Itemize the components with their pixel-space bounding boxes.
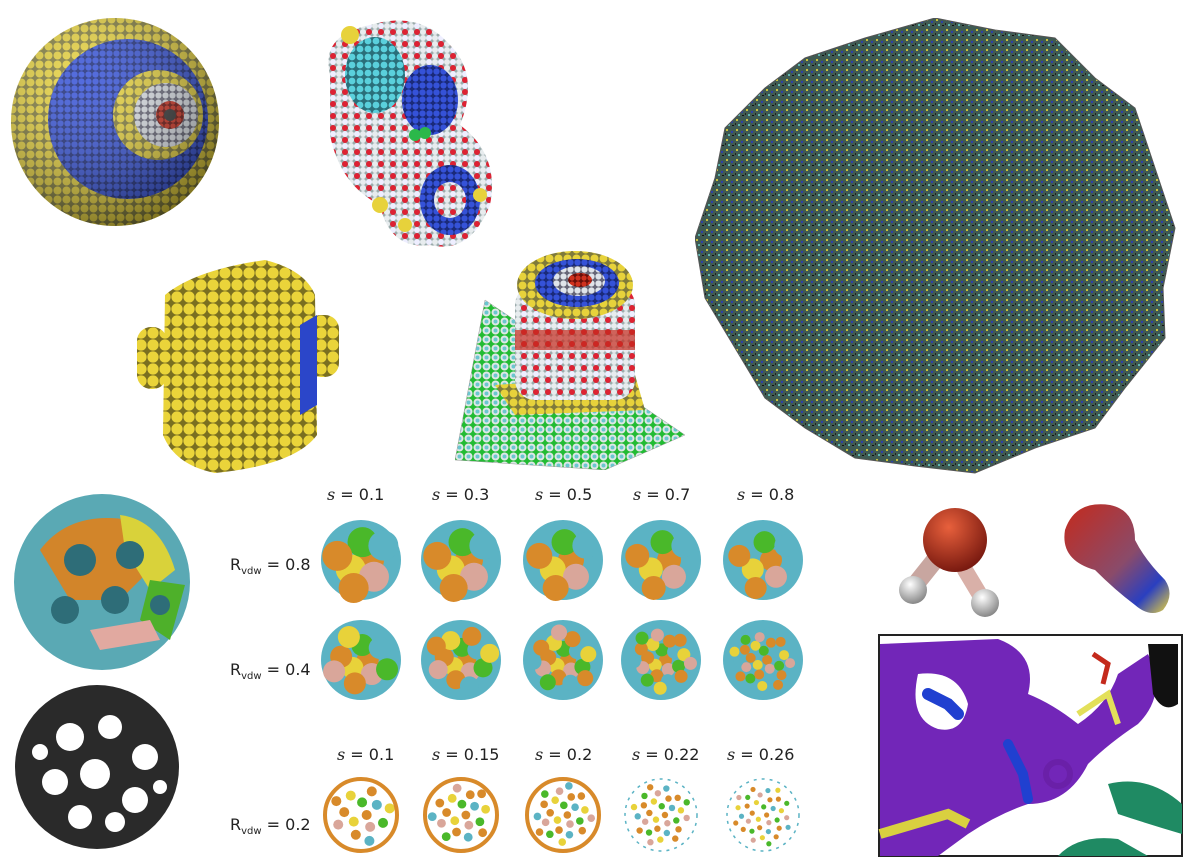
fullerene-thumb	[321, 775, 401, 855]
nanotower-on-surface	[455, 245, 700, 470]
colored-fullerene-large	[10, 490, 195, 675]
fullerene-thumb	[621, 520, 701, 600]
fullerene-thumb	[723, 620, 803, 700]
molecular-cluster	[300, 5, 515, 255]
fullerene-thumb	[321, 620, 401, 700]
rvdw-label-3: Rvdw = 0.2	[230, 815, 311, 838]
fullerene-thumb	[421, 620, 501, 700]
fullerene-thumb	[723, 520, 803, 600]
s-label-bottom-2: s = 0.15	[432, 745, 500, 764]
s-label-bottom-3: s = 0.2	[535, 745, 593, 764]
water-molecule-surface	[1055, 500, 1185, 620]
fullerene-thumb	[321, 520, 401, 603]
fullerene-thumb	[523, 520, 603, 601]
black-fullerene	[10, 682, 185, 852]
fullerene-thumb	[523, 775, 603, 855]
s-label-bottom-1: s = 0.1	[337, 745, 395, 764]
concentric-nanosphere	[8, 15, 223, 230]
rvdw-label-2: Rvdw = 0.4	[230, 660, 311, 683]
s-label-top-5: s = 0.8	[737, 485, 795, 504]
s-label-top-2: s = 0.3	[432, 485, 490, 504]
rvdw-label-1: Rvdw = 0.8	[230, 555, 311, 578]
fullerene-thumb	[523, 620, 603, 700]
fullerene-thumb	[421, 775, 501, 855]
virus-capsid	[695, 18, 1177, 476]
s-label-top-1: s = 0.1	[327, 485, 385, 504]
fullerene-thumb	[421, 520, 501, 602]
s-label-top-4: s = 0.7	[633, 485, 691, 504]
s-label-bottom-5: s = 0.26	[727, 745, 795, 764]
s-label-bottom-4: s = 0.22	[632, 745, 700, 764]
yellow-nanocylinder	[135, 255, 345, 475]
fullerene-thumb	[621, 620, 701, 700]
s-label-top-3: s = 0.5	[535, 485, 593, 504]
molecular-surface-closeup	[878, 634, 1183, 857]
fullerene-grid	[318, 515, 818, 855]
water-molecule-spheres	[895, 505, 1015, 620]
fullerene-thumb	[621, 775, 701, 855]
fullerene-thumb	[723, 775, 803, 855]
